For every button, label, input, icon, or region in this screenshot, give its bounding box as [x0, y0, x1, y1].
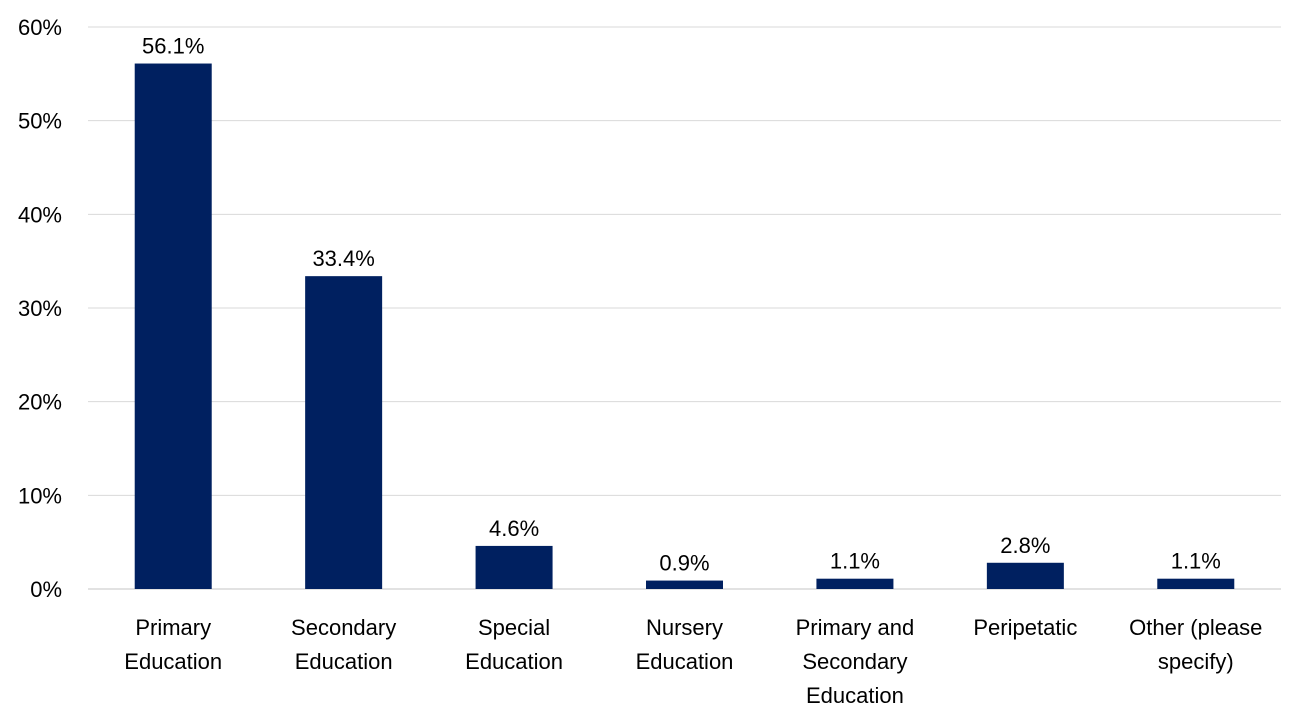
bar: [475, 545, 553, 589]
y-tick-label: 0%: [30, 577, 62, 602]
bar: [305, 276, 383, 589]
y-tick-label: 40%: [18, 202, 62, 227]
category-label: Nursery Education: [636, 615, 734, 674]
category-label: Secondary Education: [291, 615, 396, 674]
data-label: 1.1%: [1171, 549, 1221, 574]
bar: [646, 580, 723, 589]
data-label: 33.4%: [312, 246, 374, 271]
category-label: Special Education: [465, 615, 563, 674]
data-label: 4.6%: [489, 516, 539, 541]
bar: [1157, 578, 1235, 589]
gridlines: [88, 26, 1281, 590]
bar: [816, 578, 894, 589]
category-label-line: Secondary: [802, 649, 907, 674]
category-label-line: Education: [465, 649, 563, 674]
category-label-line: Other (please: [1129, 615, 1262, 640]
data-label: 2.8%: [1000, 533, 1050, 558]
category-label-line: Education: [636, 649, 734, 674]
category-label: Primary and Secondary Education: [796, 615, 915, 708]
category-label-line: specify): [1158, 649, 1234, 674]
data-label: 1.1%: [830, 549, 880, 574]
category-label-line: Special: [478, 615, 550, 640]
y-tick-label: 30%: [18, 296, 62, 321]
y-tick-label: 60%: [18, 15, 62, 40]
y-tick-label: 10%: [18, 483, 62, 508]
y-tick-label: 20%: [18, 390, 62, 415]
bar: [986, 562, 1064, 589]
category-label-line: Peripetatic: [973, 615, 1077, 640]
category-label-line: Nursery: [646, 615, 723, 640]
category-label: Other (please specify): [1129, 615, 1262, 674]
data-label: 0.9%: [659, 551, 709, 576]
category-label: Primary Education: [124, 615, 222, 674]
category-label-line: Primary: [135, 615, 211, 640]
category-label-line: Education: [295, 649, 393, 674]
category-label-line: Education: [806, 683, 904, 708]
bar: [134, 63, 212, 589]
category-label-line: Primary and: [796, 615, 915, 640]
category-label-line: Education: [124, 649, 222, 674]
y-tick-label: 50%: [18, 109, 62, 134]
category-label-line: Secondary: [291, 615, 396, 640]
data-label: 56.1%: [142, 34, 204, 59]
y-axis-tick-labels: 0% 10% 20% 30% 40% 50% 60%: [18, 15, 62, 602]
data-labels: 56.1% 33.4% 4.6% 0.9% 1.1% 2.8% 1.1%: [142, 34, 1221, 576]
category-label: Peripetatic: [973, 615, 1077, 640]
bars: [134, 63, 1235, 589]
